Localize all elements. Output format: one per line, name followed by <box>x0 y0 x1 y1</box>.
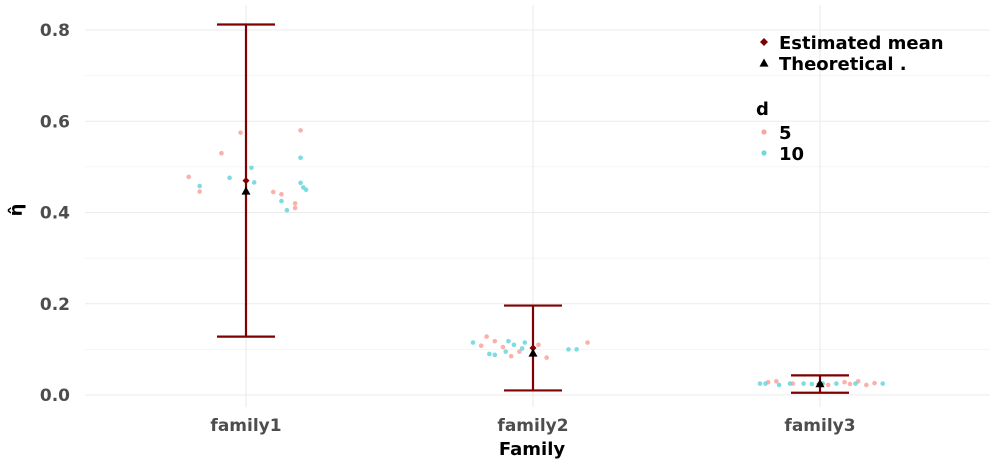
legend-key-point <box>761 129 767 135</box>
data-point-d-10 <box>809 381 815 387</box>
y-tick-label: 0.0 <box>40 386 70 406</box>
data-point-d-10 <box>303 187 309 192</box>
data-point-d-10 <box>279 198 284 204</box>
data-point-d-5 <box>774 379 779 384</box>
y-tick-label: 0.2 <box>40 295 70 315</box>
y-axis-title: η̂ <box>6 204 27 217</box>
data-point-d-5 <box>219 150 224 156</box>
data-point-d-10 <box>776 382 782 388</box>
data-point-d-10 <box>801 381 806 386</box>
mean-marker <box>242 177 250 185</box>
theoretical-marker <box>528 348 538 357</box>
stat-markers <box>241 177 825 388</box>
data-point-d-10 <box>880 381 886 386</box>
data-point-d-5 <box>508 353 514 359</box>
data-point-d-10 <box>566 347 571 352</box>
data-point-d-5 <box>478 343 484 349</box>
data-point-d-10 <box>503 349 509 354</box>
data-point-d-10 <box>757 381 763 386</box>
legend-label: 5 <box>779 123 792 144</box>
data-point-d-10 <box>298 155 303 161</box>
data-point-d-5 <box>279 191 284 197</box>
data-point-d-10 <box>834 381 839 386</box>
data-point-d-10 <box>298 180 303 186</box>
y-tick-label: 0.4 <box>40 204 70 224</box>
data-point-d-10 <box>197 183 202 189</box>
mean-marker <box>529 344 537 352</box>
data-point-d-10 <box>787 381 793 386</box>
data-point-d-5 <box>186 174 192 180</box>
data-point-d-10 <box>511 342 517 348</box>
data-point-d-5 <box>500 344 506 350</box>
data-point-d-5 <box>847 381 853 387</box>
data-point-d-5 <box>872 380 877 386</box>
legend-key-triangle <box>759 58 769 67</box>
legend-label: 10 <box>779 144 804 165</box>
data-point-d-5 <box>298 128 303 133</box>
data-point-d-10 <box>492 352 498 358</box>
theoretical-marker <box>815 379 825 388</box>
data-point-d-5 <box>292 205 298 211</box>
x-tick-label: family3 <box>784 416 855 436</box>
x-tick-label: family2 <box>497 416 568 436</box>
data-point-d-5 <box>517 349 522 354</box>
legend-label: Estimated mean <box>779 33 944 54</box>
data-point-d-5 <box>842 379 847 385</box>
data-point-d-5 <box>825 382 831 388</box>
data-point-d-10 <box>763 381 768 386</box>
data-point-d-5 <box>492 338 498 344</box>
x-axis-ticks: family1 family2 family3 <box>210 416 855 436</box>
y-axis-ticks: 0.0 0.2 0.4 0.6 0.8 <box>40 21 70 406</box>
data-point-d-5 <box>544 355 549 360</box>
data-point-d-10 <box>227 175 232 181</box>
legend-d-title: d <box>756 99 769 120</box>
data-point-d-10 <box>853 381 858 386</box>
data-point-d-5 <box>864 382 869 388</box>
data-point-d-10 <box>506 338 511 344</box>
data-point-d-5 <box>270 189 276 195</box>
data-point-d-5 <box>197 189 202 194</box>
data-point-d-10 <box>251 180 257 185</box>
y-tick-label: 0.6 <box>40 112 70 132</box>
data-point-d-10 <box>574 347 579 352</box>
grid <box>85 5 990 407</box>
data-point-d-5 <box>536 342 541 348</box>
legend-d-entries: 510 <box>761 123 804 165</box>
data-point-d-5 <box>292 201 298 206</box>
data-point-d-10 <box>470 340 476 345</box>
data-point-d-5 <box>238 130 243 135</box>
data-point-d-5 <box>585 340 590 345</box>
data-point-d-10 <box>249 165 254 171</box>
data-point-d-10 <box>522 340 528 345</box>
y-tick-label: 0.8 <box>40 21 70 41</box>
x-tick-label: family1 <box>210 416 281 436</box>
data-point-d-10 <box>519 346 525 351</box>
data-point-d-10 <box>284 207 290 213</box>
legend-key-diamond <box>760 38 768 46</box>
legend-key-point <box>761 150 767 156</box>
x-axis-title: Family <box>499 439 565 460</box>
legend-label: Theoretical . <box>779 54 907 75</box>
theoretical-marker <box>241 186 251 195</box>
jittered-points <box>186 128 886 388</box>
data-point-d-10 <box>487 351 492 357</box>
data-point-d-5 <box>484 334 489 339</box>
